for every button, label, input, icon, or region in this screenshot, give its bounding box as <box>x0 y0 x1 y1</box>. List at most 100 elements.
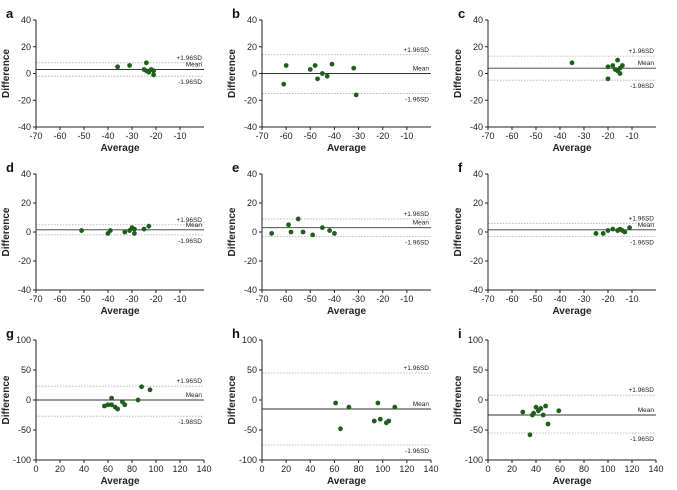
y-tick-label: 0 <box>26 69 31 79</box>
mean-label: Mean <box>413 401 430 408</box>
data-point <box>109 395 114 401</box>
data-point <box>612 67 618 72</box>
data-point <box>351 65 357 71</box>
x-tick-label: 100 <box>375 464 390 474</box>
y-tick-label: -50 <box>18 425 31 435</box>
y-tick-label: 0 <box>26 395 31 405</box>
data-point <box>543 403 548 409</box>
data-point <box>327 228 332 233</box>
data-point <box>127 63 132 68</box>
lower-limit-label: -1.98SD <box>178 419 202 426</box>
data-point <box>281 81 287 87</box>
panel-letter: f <box>458 160 463 175</box>
x-tick-label: -70 <box>29 294 42 304</box>
mean-label: Mean <box>638 222 655 229</box>
y-tick-label: 0 <box>478 69 483 79</box>
lower-limit-label: -1.96SD <box>178 238 202 245</box>
data-point <box>269 231 275 236</box>
x-tick-label: -50 <box>77 294 90 304</box>
data-point <box>520 409 526 415</box>
x-tick-label: -60 <box>505 131 518 141</box>
y-tick-label: 0 <box>478 395 483 405</box>
x-axis-title: Average <box>100 476 140 487</box>
x-tick-label: 0 <box>33 464 38 474</box>
data-point <box>622 229 628 235</box>
x-tick-label: 80 <box>354 464 364 474</box>
y-tick-label: 0 <box>26 227 31 237</box>
x-tick-label: -20 <box>149 131 162 141</box>
x-tick-label: 20 <box>281 464 291 474</box>
lower-limit-label: -1.96SD <box>178 79 202 86</box>
data-point <box>310 232 316 238</box>
data-point <box>569 60 575 66</box>
y-tick-label: 20 <box>247 198 257 208</box>
x-tick-label: 60 <box>329 464 339 474</box>
y-tick-label: -40 <box>244 122 257 132</box>
y-tick-label: 50 <box>247 365 257 375</box>
y-tick-label: -40 <box>244 285 257 295</box>
x-tick-label: 20 <box>55 464 65 474</box>
panel-letter: e <box>232 160 239 175</box>
mean-label: Mean <box>186 222 203 229</box>
x-tick-label: 40 <box>305 464 315 474</box>
x-tick-label: -40 <box>553 131 566 141</box>
lower-limit-label: -1.96SD <box>630 239 654 246</box>
y-tick-label: -20 <box>470 95 483 105</box>
data-point <box>627 225 632 231</box>
y-tick-label: -40 <box>470 285 483 295</box>
x-tick-label: 60 <box>103 464 113 474</box>
panel-letter: a <box>6 6 14 21</box>
x-axis-title: Average <box>552 143 592 154</box>
data-point <box>122 402 128 408</box>
data-point <box>135 397 141 403</box>
y-tick-label: -20 <box>244 95 257 105</box>
data-point <box>615 57 620 63</box>
data-point <box>300 229 306 235</box>
mean-label: Mean <box>638 407 655 414</box>
x-tick-label: -40 <box>101 294 114 304</box>
x-axis-title: Average <box>100 143 140 154</box>
upper-limit-label: +1.96SD <box>404 47 430 54</box>
panel-letter: h <box>232 326 240 341</box>
y-tick-label: 0 <box>252 227 257 237</box>
data-point <box>146 223 152 229</box>
y-tick-label: 0 <box>252 69 257 79</box>
y-tick-label: 100 <box>16 335 31 345</box>
x-tick-label: -70 <box>29 131 42 141</box>
x-tick-label: 120 <box>399 464 414 474</box>
data-point <box>605 76 611 82</box>
data-point <box>108 228 113 233</box>
x-tick-label: -40 <box>328 131 341 141</box>
x-tick-label: -30 <box>125 294 138 304</box>
x-tick-label: -40 <box>328 294 341 304</box>
x-axis-title: Average <box>327 476 367 487</box>
y-tick-label: 20 <box>21 42 31 52</box>
y-tick-label: -20 <box>244 256 257 266</box>
y-axis-title: Difference <box>1 207 12 256</box>
lower-limit-label: -1.96SD <box>405 448 429 455</box>
lower-limit-label: -1.96SD <box>405 239 429 246</box>
x-tick-label: -30 <box>577 131 590 141</box>
data-point <box>377 416 383 422</box>
data-point <box>79 228 84 233</box>
x-tick-label: -20 <box>376 131 389 141</box>
data-point <box>139 384 145 390</box>
y-tick-label: 20 <box>473 198 483 208</box>
panel-h: h +1.96SD Mean -1.96SD -100 -50 0 50 100 0 20 40 60 8… <box>227 326 439 487</box>
x-tick-label: -50 <box>529 131 542 141</box>
upper-limit-label: +1.96SD <box>177 55 203 62</box>
x-tick-label: -70 <box>481 294 494 304</box>
y-tick-label: -20 <box>18 95 31 105</box>
mean-label: Mean <box>186 61 203 68</box>
x-tick-label: -10 <box>625 294 638 304</box>
data-point <box>538 406 544 411</box>
y-tick-label: 0 <box>478 227 483 237</box>
data-point <box>151 68 157 74</box>
y-tick-label: -100 <box>465 455 483 465</box>
data-point <box>307 67 313 72</box>
y-tick-label: 40 <box>473 15 483 25</box>
y-axis-title: Difference <box>1 375 12 424</box>
